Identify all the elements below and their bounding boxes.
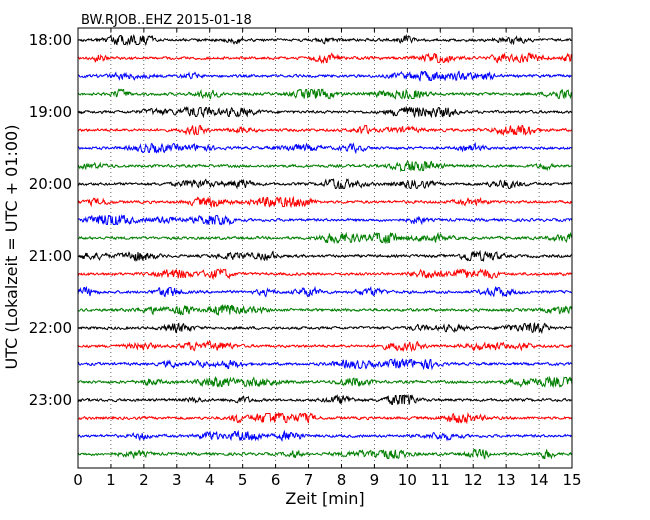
x-tick-label: 1: [106, 471, 116, 489]
y-axis-ticks: 18:00 19:00 20:00 21:00 22:00 23:00: [29, 31, 82, 409]
x-tick-label: 4: [205, 471, 215, 489]
trace-2300: [77, 393, 572, 405]
trace-2345: [77, 449, 573, 460]
x-tick-label: 5: [238, 471, 248, 489]
trace-1930: [77, 141, 573, 155]
y-tick-label: 18:00: [29, 31, 72, 49]
y-axis-label: UTC (Lokalzeit = UTC + 01:00): [2, 125, 21, 370]
trace-1900: [77, 105, 572, 119]
x-tick-label: 3: [172, 471, 182, 489]
x-tick-label: 2: [139, 471, 149, 489]
x-tick-label: 10: [398, 471, 417, 489]
trace-2045: [77, 231, 573, 245]
trace-1945: [77, 160, 573, 173]
x-tick-label: 12: [464, 471, 483, 489]
chart-title: BW.RJOB..EHZ 2015-01-18: [81, 13, 252, 28]
trace-2000: [77, 177, 573, 190]
trace-2245: [77, 375, 573, 389]
plot-frame: [77, 27, 573, 469]
trace-2230: [77, 357, 573, 371]
trace-2145: [77, 303, 573, 317]
trace-1915: [77, 124, 572, 136]
trace-1845: [77, 88, 573, 100]
y-tick-label: 20:00: [29, 175, 72, 193]
x-tick-label: 8: [337, 471, 347, 489]
x-tick-label: 9: [370, 471, 380, 489]
x-tick-label: 11: [431, 471, 450, 489]
x-axis-label: Zeit [min]: [285, 489, 364, 508]
trace-1815: [77, 52, 573, 64]
trace-2115: [77, 267, 573, 281]
y-tick-label: 23:00: [29, 391, 72, 409]
seismic-traces: [77, 33, 573, 460]
x-tick-label: 7: [304, 471, 314, 489]
trace-2315: [77, 411, 573, 425]
trace-2030: [77, 214, 573, 226]
trace-2330: [77, 429, 572, 442]
trace-2200: [77, 322, 573, 335]
trace-2215: [77, 340, 573, 353]
y-tick-label: 21:00: [29, 247, 72, 265]
y-tick-label: 19:00: [29, 103, 72, 121]
x-tick-label: 13: [497, 471, 516, 489]
trace-1830: [77, 70, 572, 82]
x-tick-label: 15: [562, 471, 581, 489]
x-axis-ticks: 0 1 2 3 4 5 6 7 8 9 10 11 12 13 14 15: [73, 28, 582, 489]
trace-2100: [77, 249, 573, 263]
trace-2015: [77, 195, 573, 209]
y-tick-label: 22:00: [29, 319, 72, 337]
trace-2130: [77, 285, 572, 298]
x-tick-label: 0: [73, 471, 83, 489]
x-tick-label: 6: [271, 471, 281, 489]
trace-1800: [77, 33, 573, 47]
grid-lines: [110, 28, 540, 468]
x-tick-label: 14: [530, 471, 549, 489]
